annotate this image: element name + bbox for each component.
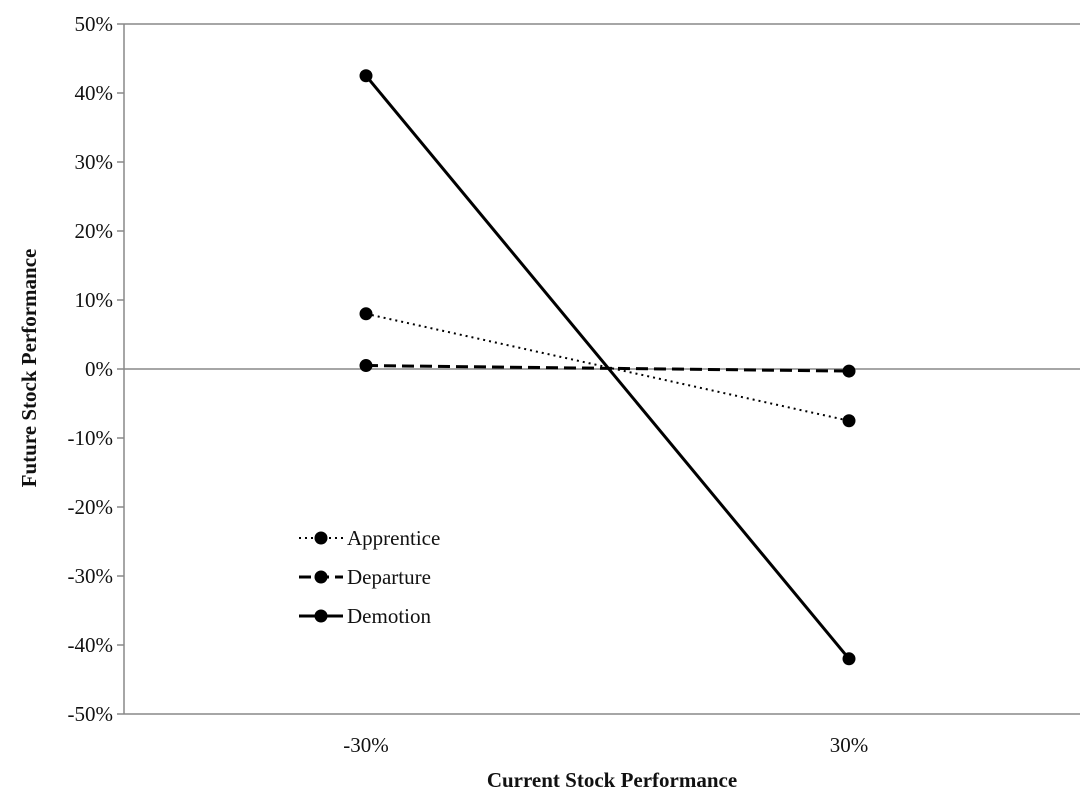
y-tick-label: -30%	[68, 564, 114, 588]
data-point-departure	[359, 359, 373, 373]
y-tick-label: -10%	[68, 426, 114, 450]
y-tick-label: 40%	[75, 81, 114, 105]
data-point-demotion	[359, 69, 373, 83]
y-axis-title: Future Stock Performance	[17, 249, 41, 488]
legend: Apprentice Departure Demotion	[299, 526, 440, 628]
data-point-apprentice	[842, 414, 856, 428]
legend-swatch-marker	[314, 531, 328, 545]
y-tick-label: 0%	[85, 357, 113, 381]
series-line-demotion	[364, 74, 851, 660]
x-axis-ticks: -30% 30%	[343, 733, 868, 757]
data-point-demotion	[842, 652, 856, 666]
series-demotion	[359, 69, 856, 666]
y-tick-label: 30%	[75, 150, 114, 174]
plot-area	[359, 69, 856, 666]
legend-label: Demotion	[347, 604, 431, 628]
y-tick-label: -20%	[68, 495, 114, 519]
data-point-departure	[842, 364, 856, 378]
legend-label: Apprentice	[347, 526, 440, 550]
legend-swatch-marker	[314, 570, 328, 584]
y-tick-label: 20%	[75, 219, 114, 243]
y-tick-label: -50%	[68, 702, 114, 726]
legend-item-demotion: Demotion	[299, 604, 431, 628]
x-tick-label: 30%	[830, 733, 869, 757]
y-tick-label: 10%	[75, 288, 114, 312]
y-axis-ticks: 50% 40% 30% 20% 10% 0% -10% -20% -30% -40% -50%	[68, 12, 124, 726]
legend-item-departure: Departure	[299, 565, 431, 589]
x-tick-label: -30%	[343, 733, 389, 757]
x-axis-title: Current Stock Performance	[487, 768, 737, 792]
legend-swatch-marker	[314, 609, 328, 623]
data-point-apprentice	[359, 307, 373, 321]
legend-item-apprentice: Apprentice	[299, 526, 440, 550]
y-tick-label: 50%	[75, 12, 114, 36]
legend-label: Departure	[347, 565, 431, 589]
y-tick-label: -40%	[68, 633, 114, 657]
